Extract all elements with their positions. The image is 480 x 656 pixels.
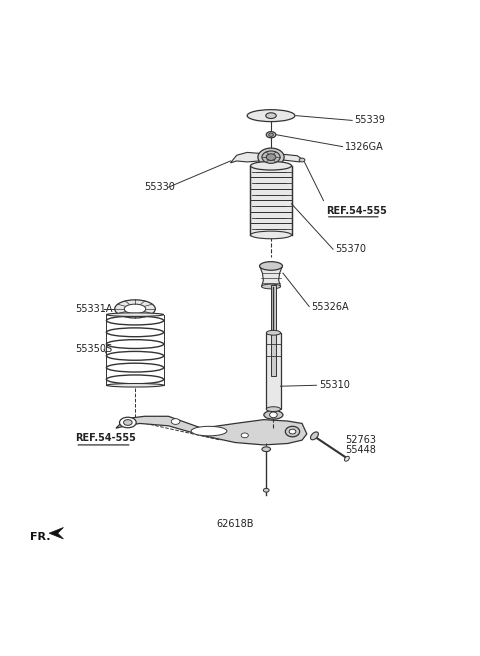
Ellipse shape [269, 133, 274, 136]
Bar [266, 333, 281, 409]
Polygon shape [116, 417, 307, 445]
Polygon shape [49, 527, 63, 539]
Text: 52763: 52763 [345, 435, 376, 445]
Text: 55350S: 55350S [75, 344, 112, 354]
Ellipse shape [262, 151, 280, 163]
Text: 1326GA: 1326GA [345, 142, 384, 152]
Text: REF.54-555: REF.54-555 [326, 206, 387, 216]
Text: 55326A: 55326A [312, 302, 349, 312]
Ellipse shape [266, 154, 276, 161]
Ellipse shape [264, 488, 269, 492]
Text: 62618B: 62618B [216, 519, 254, 529]
Ellipse shape [311, 432, 318, 440]
Ellipse shape [262, 284, 281, 289]
Ellipse shape [124, 304, 146, 314]
Ellipse shape [285, 426, 300, 437]
Ellipse shape [120, 417, 136, 428]
Ellipse shape [264, 411, 283, 419]
Ellipse shape [266, 331, 281, 335]
Ellipse shape [107, 313, 164, 316]
Polygon shape [260, 266, 282, 287]
Polygon shape [230, 152, 259, 163]
Text: 55339: 55339 [355, 115, 385, 125]
Ellipse shape [123, 420, 132, 425]
Ellipse shape [171, 419, 180, 424]
Ellipse shape [299, 158, 305, 162]
Polygon shape [283, 154, 302, 162]
Ellipse shape [251, 161, 291, 170]
Ellipse shape [260, 262, 282, 270]
Ellipse shape [289, 429, 296, 434]
Bar [251, 166, 291, 235]
Ellipse shape [115, 300, 156, 318]
Text: 55370: 55370 [336, 244, 366, 255]
Ellipse shape [345, 457, 349, 461]
Text: REF.54-555: REF.54-555 [75, 433, 136, 443]
Text: 55448: 55448 [345, 445, 376, 455]
Ellipse shape [251, 231, 291, 239]
Ellipse shape [258, 148, 284, 166]
Ellipse shape [266, 407, 281, 411]
Ellipse shape [247, 110, 295, 121]
Ellipse shape [266, 132, 276, 138]
Text: FR.: FR. [30, 532, 50, 542]
Text: 55330: 55330 [144, 182, 175, 192]
Ellipse shape [241, 433, 248, 438]
Text: 55310: 55310 [319, 380, 349, 390]
Ellipse shape [262, 447, 271, 451]
Ellipse shape [270, 412, 277, 418]
Ellipse shape [266, 113, 276, 119]
Text: 55331A: 55331A [75, 304, 113, 314]
Ellipse shape [107, 384, 164, 387]
Ellipse shape [191, 426, 227, 436]
Bar [271, 285, 276, 376]
